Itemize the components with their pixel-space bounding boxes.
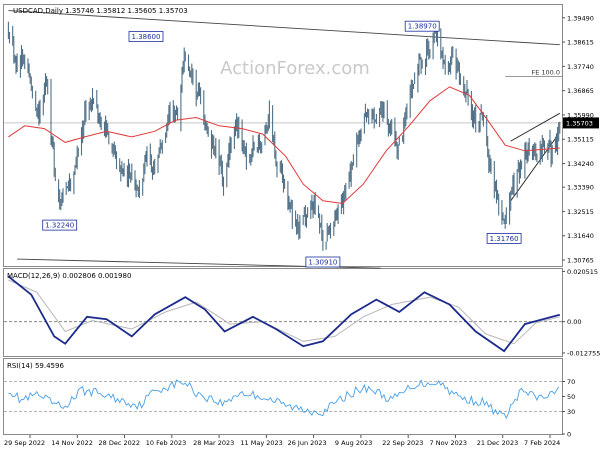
pivot-label-box: [128, 31, 164, 42]
date-tick-label: 9 Aug 2023: [335, 439, 373, 447]
pivot-label-box: [305, 256, 341, 268]
price-tick-label: 1.31640: [567, 232, 594, 240]
pivot-label: 1.38970: [408, 23, 437, 31]
candles: [7, 21, 561, 251]
price-tick-label: 1.36865: [567, 87, 594, 95]
date-tick-label: 11 May 2023: [240, 439, 282, 447]
pivot-label-box: [486, 232, 522, 244]
price-tick-label: 1.32515: [567, 208, 594, 216]
pivot-label: 1.30910: [308, 259, 337, 267]
rsi-tick-label: 70: [567, 378, 575, 386]
rsi-layer: 70 50 30 0: [4, 378, 575, 439]
date-tick-label: 22 Sep 2023: [382, 439, 423, 447]
symbol-info: USDCAD,Daily 1.35746 1.35812 1.35605 1.3…: [13, 7, 188, 15]
rsi-tick-label: 50: [567, 393, 575, 401]
price-tick-label: 1.35990: [567, 111, 594, 119]
macd-layer: 0.020515 0.00 -0.012755: [4, 268, 600, 357]
macd-signal-line: [8, 279, 560, 345]
watermark: ActionForex.com: [220, 58, 370, 79]
pivot-label: 1.32240: [45, 222, 74, 230]
macd-line: [7, 275, 561, 353]
rsi-label: RSI(14) 59.4596: [7, 362, 64, 370]
moving-average-layer: [8, 86, 560, 205]
date-tick-label: 21 Dec 2023: [477, 439, 519, 447]
pivot-label: 1.38600: [132, 33, 161, 41]
date-tick-label: 28 Mar 2023: [193, 439, 234, 447]
price-tick-label: 1.34240: [567, 160, 594, 168]
price-tick-label: 1.33390: [567, 184, 594, 192]
macd-label: MACD(12,26,9) 0.002806 0.001980: [7, 272, 131, 280]
pivot-labels: 1.38600 1.38970 1.32240 1.30910 1.31760: [42, 20, 522, 268]
date-tick-label: 7 Feb 2024: [524, 439, 560, 447]
fib-level-label: FE 100.0: [531, 68, 560, 76]
date-tick-label: 26 Jun 2023: [288, 439, 327, 447]
pivot-label-box: [404, 20, 440, 32]
price-axis: 1.30765 1.31640 1.32515 1.33390 1.34240 1.351…: [562, 14, 599, 265]
price-overlays: FE 100.0: [4, 10, 562, 269]
rsi-line: [8, 378, 560, 420]
price-panel-frame: [3, 4, 563, 267]
date-axis: 29 Sep 2022 14 Nov 2022 28 Dec 2022 10 Feb …: [4, 435, 560, 447]
last-price-box: [563, 117, 599, 129]
channel-trendline: [8, 10, 560, 46]
rsi-tick-label: 0: [567, 431, 571, 439]
price-tick-label: 1.39490: [567, 14, 594, 22]
macd-tick-label: 0.020515: [567, 268, 598, 276]
moving-average-line: [8, 86, 560, 205]
rsi-panel-frame: [3, 358, 563, 435]
date-tick-label: 10 Feb 2023: [146, 439, 186, 447]
last-price-label: 1.35703: [566, 119, 593, 127]
price-tick-label: 1.35115: [567, 136, 594, 144]
macd-panel-frame: [3, 268, 563, 357]
macd-tick-label: 0.00: [567, 318, 581, 326]
macd-tick-label: -0.012755: [567, 349, 600, 357]
price-tick-label: 1.30765: [567, 257, 594, 265]
date-tick-label: 7 Nov 2023: [430, 439, 468, 447]
date-tick-label: 28 Dec 2022: [99, 439, 141, 447]
pivot-label: 1.31760: [490, 235, 519, 243]
price-tick-label: 1.38615: [567, 39, 594, 47]
pivot-label-box: [42, 219, 78, 231]
date-tick-label: 29 Sep 2022: [4, 439, 45, 447]
date-tick-label: 14 Nov 2022: [51, 439, 93, 447]
price-tick-label: 1.37740: [567, 63, 594, 71]
rsi-tick-label: 30: [567, 408, 575, 416]
wedge-trendline: [510, 112, 561, 142]
